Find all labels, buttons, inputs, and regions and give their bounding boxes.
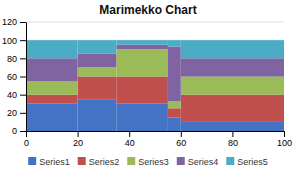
y-tick-mark [20, 113, 26, 114]
series [26, 77, 284, 122]
grid [26, 22, 284, 131]
y-axis: 0 20 40 60 80 100 120 [2, 17, 27, 136]
x-tick-mark [129, 131, 130, 137]
bar [26, 81, 78, 95]
x-axis: 0 20 40 60 80 100 [24, 131, 292, 148]
legend-item: Series3 [127, 157, 169, 167]
plot: 0 20 40 60 80 100 0 20 40 60 80 100 120 [2, 17, 292, 148]
bar [168, 40, 181, 46]
bar [78, 77, 117, 100]
chart: 0 20 40 60 80 100 0 20 40 60 80 100 120 Marimekko Cha… [0, 0, 296, 171]
legend-item: Series2 [78, 157, 120, 167]
y-tick: 0 [12, 126, 26, 136]
legend-label: Series1 [39, 157, 70, 167]
x-tick-label: 20 [73, 138, 83, 148]
legend-item: Series4 [177, 157, 219, 167]
y-tick: 60 [7, 72, 26, 82]
legend-swatch [177, 157, 185, 165]
x-axis-line [27, 131, 285, 132]
y-tick: 20 [7, 108, 26, 118]
legend: Series1 Series2 Series3 Series4 Series5 [28, 157, 268, 167]
bar [26, 104, 78, 131]
x-tick: 100 [277, 131, 292, 148]
y-tick-mark [20, 95, 26, 96]
y-tick-mark [20, 131, 26, 132]
series [26, 40, 284, 58]
x-tick: 80 [228, 131, 238, 148]
legend-label: Series4 [188, 157, 219, 167]
x-tick-label: 40 [125, 138, 135, 148]
bar [78, 54, 117, 68]
legend-label: Series3 [138, 157, 169, 167]
x-tick-label: 100 [277, 138, 292, 148]
bar [78, 99, 117, 131]
title: Marimekko Chart [99, 3, 196, 17]
y-tick: 100 [2, 36, 26, 46]
y-tick-mark [20, 22, 26, 23]
y-tick-label: 80 [7, 54, 17, 64]
legend-item: Series5 [226, 157, 268, 167]
legend-swatch [28, 157, 36, 165]
x-tick-label: 0 [24, 138, 29, 148]
bars [26, 40, 284, 131]
y-tick-label: 20 [7, 108, 17, 118]
y-tick-label: 0 [12, 126, 17, 136]
bar [116, 40, 168, 45]
legend-label: Series5 [237, 157, 268, 167]
x-tick-label: 60 [176, 138, 186, 148]
bar [26, 40, 78, 58]
bar [116, 45, 168, 50]
bar [78, 40, 117, 54]
y-tick: 80 [7, 54, 26, 64]
x-tick: 60 [176, 131, 186, 148]
y-tick: 40 [7, 90, 26, 100]
bar [26, 58, 78, 81]
y-tick: 120 [2, 17, 26, 27]
grid-line [26, 22, 284, 23]
y-tick-mark [20, 58, 26, 59]
x-tick-mark [232, 131, 233, 137]
legend-swatch [127, 157, 135, 165]
x-tick: 0 [24, 131, 29, 148]
bar [168, 108, 181, 117]
bar [181, 58, 284, 76]
y-tick-mark [20, 77, 26, 78]
legend-item: Series1 [28, 157, 70, 167]
bar [116, 49, 168, 76]
y-tick-label: 120 [2, 17, 17, 27]
bar [168, 101, 181, 108]
y-tick-mark [20, 40, 26, 41]
x-tick-mark [284, 131, 285, 137]
bar [116, 104, 168, 131]
legend-swatch [226, 157, 234, 165]
bar [78, 67, 117, 76]
bar [26, 95, 78, 104]
x-tick: 20 [73, 131, 83, 148]
bar [168, 117, 181, 131]
legend-swatch [78, 157, 86, 165]
y-tick-label: 100 [2, 36, 17, 46]
bar [116, 77, 168, 104]
x-tick: 40 [125, 131, 135, 148]
x-tick-mark [78, 131, 79, 137]
x-tick-mark [181, 131, 182, 137]
bar [168, 47, 181, 102]
bar [181, 77, 284, 95]
bar [181, 40, 284, 58]
y-tick-label: 40 [7, 90, 17, 100]
x-tick-mark [26, 131, 27, 137]
y-axis-line [26, 23, 27, 132]
bar [181, 95, 284, 122]
y-tick-label: 60 [7, 72, 17, 82]
x-tick-label: 80 [228, 138, 238, 148]
legend-label: Series2 [89, 157, 120, 167]
bar [181, 122, 284, 131]
